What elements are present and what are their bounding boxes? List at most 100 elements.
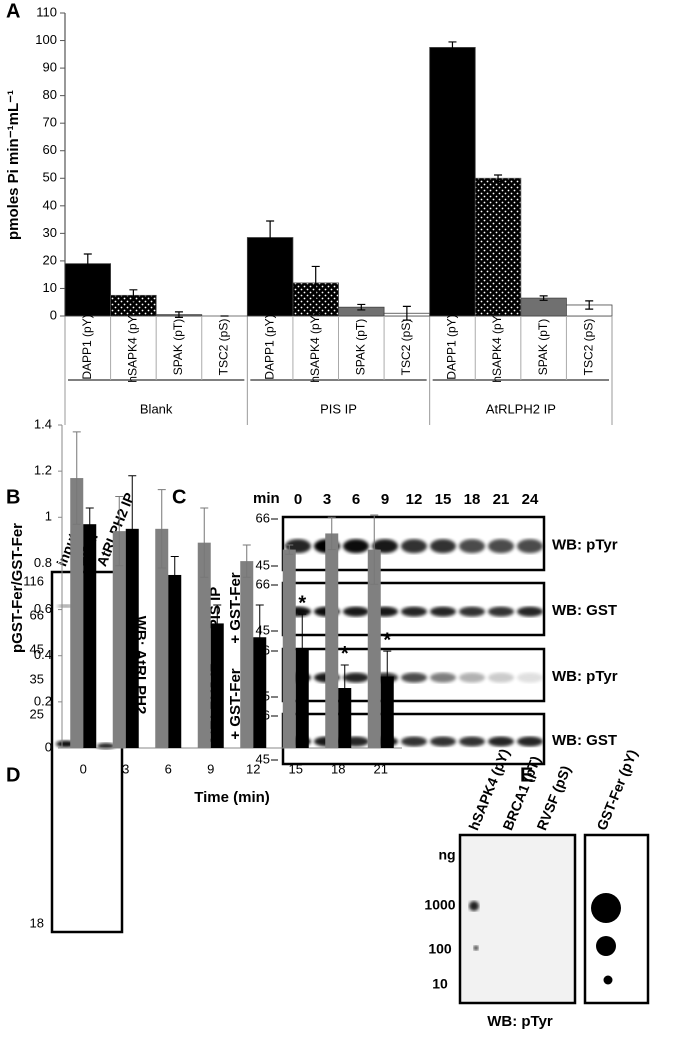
band — [430, 736, 456, 747]
error-bar — [448, 41, 457, 54]
x-tick-label: SPAK (pT) — [536, 319, 550, 375]
error-bar — [311, 265, 320, 301]
bar — [168, 574, 182, 748]
bar — [295, 648, 309, 748]
y-tick-label: 1.4 — [34, 416, 52, 431]
error-bar — [298, 613, 307, 684]
y-axis-label: pGST-Fer/GST-Fer — [9, 523, 26, 653]
error-bar — [285, 544, 294, 555]
blot-frame — [458, 833, 577, 1005]
x-tick-label: 6 — [165, 761, 172, 776]
error-bar — [72, 431, 81, 525]
y-tick-label: 0 — [45, 739, 52, 754]
group-label: PIS IP — [207, 587, 224, 630]
time-label: 18 — [464, 491, 481, 508]
x-tick-label: 21 — [374, 761, 388, 776]
y-tick-label: 0.8 — [34, 555, 52, 570]
dot — [603, 975, 613, 985]
error-bar — [83, 253, 92, 274]
x-tick-label: hSAPK4 (pY) — [126, 311, 140, 382]
band — [401, 539, 427, 554]
band — [517, 672, 543, 683]
error-bar — [340, 664, 349, 712]
marker-label: 66 — [256, 510, 270, 525]
bar — [197, 542, 211, 748]
band — [401, 736, 427, 747]
blot-label: WB: pTyr — [487, 1013, 553, 1030]
error-bar — [129, 289, 138, 302]
x-axis-label: Time (min) — [194, 789, 270, 806]
x-tick-label: hSAPK4 (pY) — [308, 311, 322, 382]
band — [517, 606, 543, 617]
x-tick-label: 15 — [289, 761, 303, 776]
band — [488, 736, 514, 747]
x-tick-label: TSC2 (pS) — [399, 319, 413, 376]
band — [401, 606, 427, 617]
dot — [473, 945, 479, 951]
error-bar — [242, 544, 251, 578]
x-tick-label: SPAK (pT) — [353, 319, 367, 375]
y-tick-label: 1 — [45, 509, 52, 524]
band — [401, 672, 427, 683]
marker-label: 66 — [256, 576, 270, 591]
time-label: 3 — [323, 491, 331, 508]
bar — [125, 528, 139, 748]
y-tick-label: 40 — [43, 197, 57, 212]
y-tick-label: 100 — [35, 32, 57, 47]
bar — [210, 623, 224, 748]
marker-label: 116 — [23, 573, 44, 588]
group-label: Blank — [140, 401, 173, 416]
band — [430, 539, 456, 554]
x-tick-label: DAPP1 (pY) — [80, 314, 94, 379]
group-label: PIS IP — [320, 401, 357, 416]
time-label: 6 — [352, 491, 360, 508]
bar — [64, 263, 111, 317]
amount-label: 1000 — [424, 897, 455, 913]
x-tick-label: 18 — [331, 761, 345, 776]
error-bar — [213, 604, 222, 643]
error-bar — [494, 174, 503, 183]
bar — [338, 688, 352, 748]
x-tick-label: 9 — [207, 761, 214, 776]
band — [459, 606, 485, 617]
time-label: 12 — [406, 491, 423, 508]
group-label: + GST-Fer — [227, 668, 244, 739]
bar — [380, 676, 394, 748]
x-tick-label: hSAPK4 (pY) — [490, 311, 504, 382]
panel-label: D — [6, 764, 20, 786]
x-tick-label: DAPP1 (pY) — [445, 314, 459, 379]
band — [430, 672, 456, 683]
error-bar — [170, 556, 179, 594]
error-bar — [585, 300, 594, 310]
bar — [155, 528, 169, 748]
y-tick-label: 0.6 — [34, 601, 52, 616]
time-label: 0 — [294, 491, 302, 508]
x-tick-label: TSC2 (pS) — [581, 319, 595, 376]
amount-label: 10 — [432, 976, 448, 992]
marker-label: 35 — [30, 671, 44, 686]
bar — [367, 549, 381, 748]
dot — [469, 901, 479, 911]
bar — [70, 478, 84, 748]
error-bar — [128, 475, 137, 583]
y-tick-label: 80 — [43, 87, 57, 102]
x-tick-label: 3 — [122, 761, 129, 776]
blot-label: WB: pTyr — [552, 668, 618, 685]
panel-label: A — [6, 0, 20, 22]
error-bar — [157, 489, 166, 569]
x-tick-label: SPAK (pT) — [171, 319, 185, 375]
band — [517, 736, 543, 747]
blot-label: WB: GST — [552, 732, 617, 749]
error-bar — [200, 507, 209, 578]
bar — [253, 637, 267, 748]
band — [343, 606, 369, 617]
marker-label: 25 — [30, 706, 44, 721]
y-tick-label: 50 — [43, 170, 57, 185]
bar — [112, 531, 126, 748]
band — [343, 672, 369, 683]
error-bar — [370, 514, 379, 585]
x-tick-label: 12 — [246, 761, 260, 776]
significance-mark: * — [298, 592, 306, 614]
panel-label: E — [520, 764, 533, 786]
